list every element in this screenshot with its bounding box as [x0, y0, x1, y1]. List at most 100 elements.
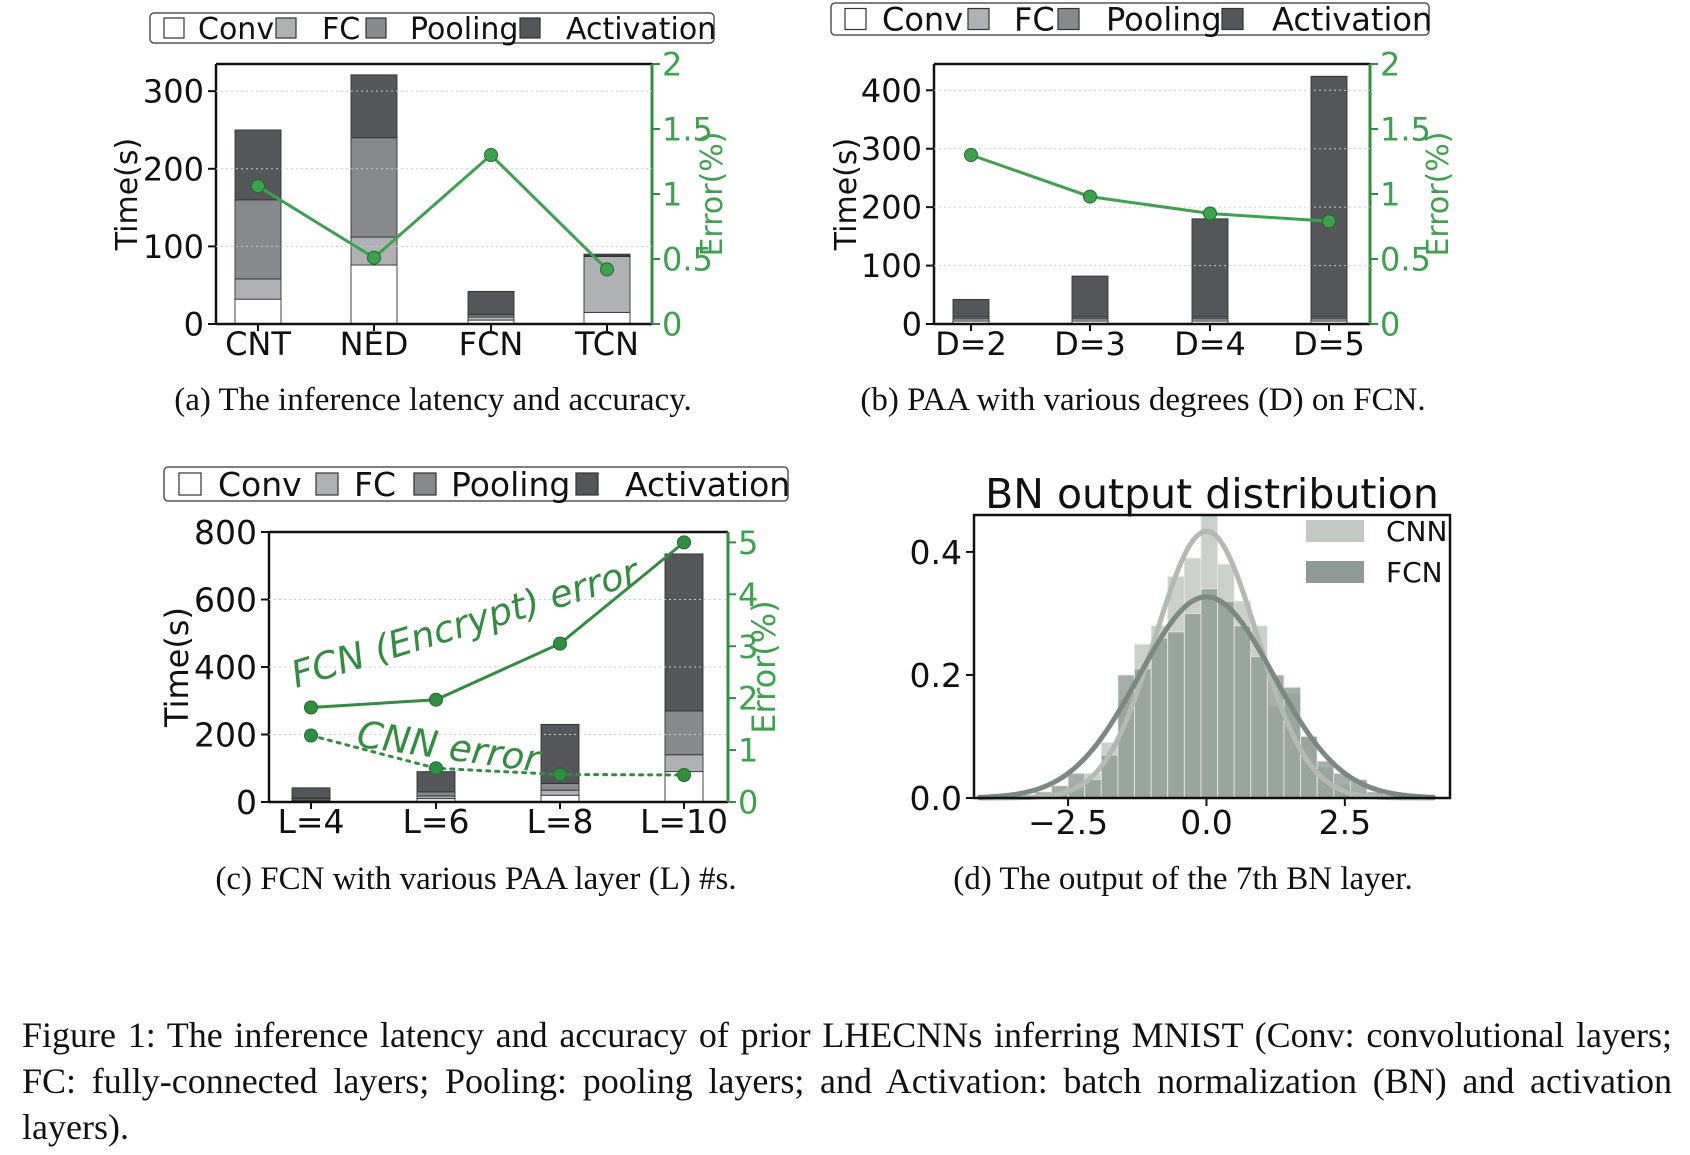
x-tick-label: L=4 — [277, 802, 344, 841]
annotation-fcn-error: FCN (Encrypt) error — [286, 549, 646, 696]
y2-tick-label: 0.5 — [662, 241, 713, 279]
panel-a: Conv FC Pooling Activation 0 100 200 300 0 0.5 1 1.… — [110, 12, 730, 418]
legend-swatch-pooling — [1057, 7, 1080, 31]
legend-swatch-conv — [178, 472, 202, 496]
subcaption: (a) The inference latency and accuracy. — [174, 382, 692, 418]
hist-bar-fcn — [1200, 588, 1218, 799]
error-line — [969, 153, 1331, 223]
bar-fc — [234, 278, 282, 300]
y-tick-label: 800 — [194, 513, 257, 552]
figure-caption: Figure 1: The inference latency and accu… — [22, 1015, 1672, 1147]
y-tick-label: 0.0 — [910, 779, 962, 818]
y-tick-label: 300 — [143, 73, 204, 111]
legend-label-activation: Activation — [1272, 1, 1432, 39]
hist-bar-fcn — [1233, 625, 1252, 799]
x-tick-label: −2.5 — [1028, 803, 1108, 842]
x-tick-label: L=6 — [402, 802, 469, 841]
error-line — [309, 734, 686, 777]
annotation-cnn-error: CNN error — [354, 713, 545, 782]
bar-conv — [234, 298, 282, 325]
bar-activation — [350, 74, 398, 139]
error-point — [553, 636, 567, 651]
x-tick-label: FCN — [459, 325, 524, 363]
error-point — [484, 148, 498, 162]
y2-tick-label: 0 — [738, 784, 758, 822]
x-tick-label: 2.5 — [1319, 803, 1371, 842]
error-point — [367, 250, 381, 265]
y2-tick-label: 0 — [1380, 306, 1400, 344]
bar-pooling — [350, 137, 398, 238]
hist-bar-fcn — [1150, 637, 1169, 799]
hist-bar-fcn — [1250, 656, 1268, 799]
panel-d: BN output distribution 0.0 0.2 0.4 −2.5 0.0 2.… — [910, 470, 1452, 897]
panel-c: Conv FC Pooling Activation 0 200 400 600 800 0 1 2 3… — [158, 465, 790, 897]
y2-tick-label: 1 — [662, 176, 682, 214]
legend-label-fc: FC — [354, 465, 396, 504]
y-tick-label: 0.2 — [910, 656, 962, 695]
bar-conv — [583, 311, 631, 325]
legend-swatch-fcn — [1306, 561, 1364, 583]
x-tick-label: D=4 — [1174, 325, 1246, 363]
legend-label-cnn: CNN — [1386, 515, 1447, 548]
x-tick-label: D=5 — [1293, 325, 1365, 363]
legend-swatch-fc — [315, 472, 339, 496]
chart-title: BN output distribution — [985, 470, 1439, 518]
legend-swatch-activation — [575, 472, 599, 496]
x-tick-label: L=8 — [526, 802, 593, 841]
bar-pooling — [416, 791, 456, 797]
legend-label-fc: FC — [1014, 1, 1055, 39]
subcaption: (d) The output of the 7th BN layer. — [953, 861, 1412, 897]
bar-pooling — [540, 782, 580, 791]
y2-axis-label: Error(%) — [695, 131, 730, 256]
y-tick-label: 600 — [194, 580, 257, 619]
subcaption: (b) PAA with various degrees (D) on FCN. — [860, 382, 1425, 418]
bar-fc — [467, 316, 515, 321]
error-point — [964, 148, 978, 162]
y-tick-label: 0 — [902, 306, 922, 344]
y-tick-label: 200 — [143, 150, 204, 188]
legend-swatch-fc — [967, 7, 990, 31]
legend-swatch-pooling — [413, 472, 437, 496]
error-point — [1203, 206, 1217, 221]
hist-bar-fcn — [1217, 600, 1235, 799]
y2-tick-label: 2 — [738, 680, 758, 718]
error-point — [251, 179, 265, 194]
y-axis-label: Time(s) — [158, 607, 196, 728]
x-tick-label: D=2 — [935, 325, 1007, 363]
y2-tick-label: 5 — [738, 524, 758, 562]
y-tick-label: 400 — [861, 72, 922, 110]
legend-label-conv: Conv — [882, 1, 963, 39]
legend-swatch-conv — [163, 17, 185, 39]
error-point — [429, 692, 443, 707]
legend-swatch-activation — [1221, 7, 1244, 31]
y-tick-label: 400 — [194, 648, 257, 687]
y2-tick-label: 1.5 — [662, 111, 713, 149]
y-tick-label: 100 — [143, 228, 204, 266]
y2-tick-label: 3 — [738, 628, 758, 666]
y-tick-label: 100 — [861, 247, 922, 285]
bar-activation — [664, 553, 704, 712]
y-tick-label: 200 — [194, 715, 257, 754]
kde-curve-fcn — [977, 594, 1436, 800]
error-line — [256, 152, 609, 271]
bar-activation — [291, 787, 331, 799]
error-point — [429, 761, 443, 776]
legend-label-conv: Conv — [198, 12, 274, 47]
bar-activation — [583, 253, 631, 257]
error-point — [677, 768, 691, 782]
x-tick-label: L=10 — [640, 802, 728, 841]
bar-activation — [952, 299, 990, 318]
y-axis-label: Time(s) — [110, 138, 145, 251]
legend-label-pooling: Pooling — [410, 12, 518, 47]
kde-curve-cnn — [977, 528, 1436, 801]
x-tick-label: 0.0 — [1180, 803, 1232, 842]
error-point — [304, 700, 318, 715]
y2-tick-label: 1.5 — [1380, 111, 1431, 149]
x-tick-label: D=3 — [1054, 325, 1126, 363]
bar-pooling — [234, 199, 282, 280]
x-tick-label: TCN — [574, 325, 639, 363]
legend-swatch-fc — [275, 17, 297, 39]
y-tick-label: 0 — [184, 306, 204, 344]
error-line — [309, 540, 686, 709]
